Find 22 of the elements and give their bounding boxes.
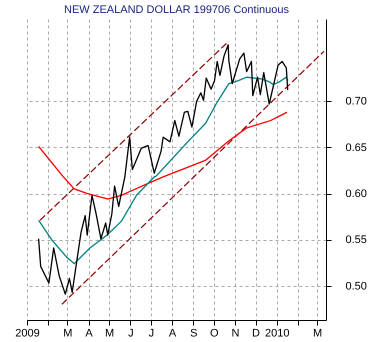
line-series <box>38 112 288 200</box>
x-tick-label: 2010 <box>264 328 290 340</box>
x-tick-label: J <box>148 328 154 340</box>
x-tick-label: O <box>210 328 220 340</box>
x-tick-label: A <box>168 328 177 340</box>
x-tick-label: S <box>190 328 198 340</box>
x-tick-label: J <box>128 328 134 340</box>
chart-title: NEW ZEALAND DOLLAR 199706 Continuous <box>64 4 290 16</box>
y-tick-label: 0.60 <box>346 188 367 200</box>
x-tick-label: 2009 <box>15 328 40 340</box>
x-tick-label: A <box>85 328 94 340</box>
x-tick-label: M <box>63 328 72 340</box>
line-series <box>38 76 288 264</box>
y-tick-label: 0.55 <box>346 234 367 246</box>
y-tick-label: 0.70 <box>346 96 367 108</box>
x-tick-label: M <box>105 328 114 340</box>
x-tick-label: N <box>232 328 240 340</box>
y-tick-label: 0.65 <box>346 142 367 154</box>
x-tick-label: D <box>252 328 260 340</box>
x-tick-label: M <box>313 328 322 340</box>
line-series <box>38 44 288 295</box>
y-tick-label: 0.50 <box>346 280 367 292</box>
